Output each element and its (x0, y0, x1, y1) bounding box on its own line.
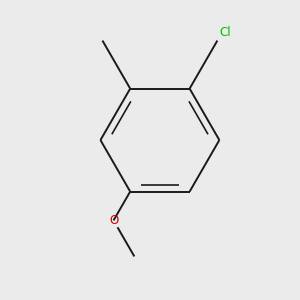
Text: O: O (109, 214, 118, 227)
Text: Cl: Cl (219, 26, 231, 39)
